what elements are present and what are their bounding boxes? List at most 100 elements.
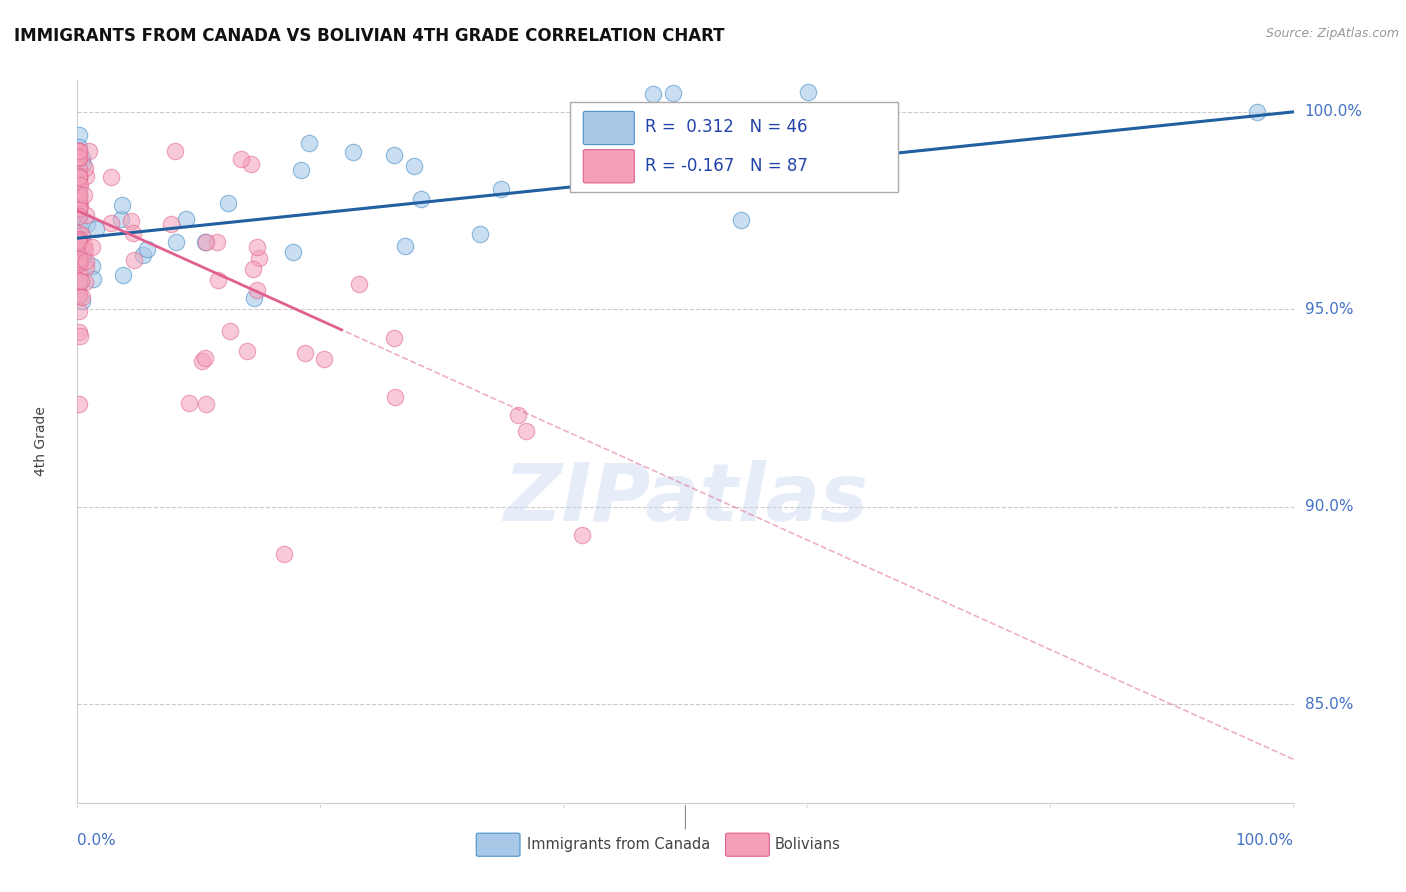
Point: [67, 145, 90, 159]
Point: [515, 425, 537, 439]
Text: 85.0%: 85.0%: [1305, 697, 1353, 712]
Point: [67, 169, 90, 184]
Point: [409, 192, 432, 206]
Point: [207, 273, 229, 287]
Point: [165, 145, 187, 159]
Point: [67, 194, 90, 208]
Point: [489, 182, 512, 196]
Point: [67, 151, 90, 165]
Point: [382, 331, 405, 345]
Point: [72, 294, 94, 309]
Point: [312, 351, 335, 366]
Point: [468, 227, 491, 241]
Point: [298, 136, 321, 150]
Point: [67, 191, 90, 205]
Point: [67, 194, 90, 209]
Text: ZIPatlas: ZIPatlas: [503, 460, 868, 539]
Point: [195, 397, 218, 411]
Text: 100.0%: 100.0%: [1236, 833, 1294, 848]
Point: [67, 286, 90, 301]
Point: [82, 259, 104, 273]
Point: [67, 195, 90, 210]
Point: [75, 243, 97, 257]
Point: [67, 169, 90, 184]
Point: [122, 227, 145, 241]
Point: [394, 238, 416, 252]
Point: [75, 253, 97, 268]
Text: 90.0%: 90.0%: [1305, 500, 1353, 514]
Text: Source: ZipAtlas.com: Source: ZipAtlas.com: [1265, 27, 1399, 40]
Point: [67, 277, 90, 291]
Point: [122, 253, 145, 268]
Point: [67, 150, 90, 164]
Point: [73, 161, 96, 176]
Point: [67, 209, 90, 223]
Point: [67, 233, 90, 247]
Point: [67, 176, 90, 190]
Point: [67, 162, 90, 177]
Point: [67, 397, 90, 411]
Point: [67, 252, 90, 267]
Point: [67, 255, 90, 269]
Point: [195, 235, 218, 249]
Point: [67, 187, 90, 202]
Point: [69, 178, 91, 193]
Point: [273, 547, 295, 561]
FancyBboxPatch shape: [725, 833, 769, 856]
Point: [72, 243, 94, 257]
Point: [67, 186, 90, 201]
Point: [402, 159, 425, 173]
Point: [193, 235, 215, 249]
Text: IMMIGRANTS FROM CANADA VS BOLIVIAN 4TH GRADE CORRELATION CHART: IMMIGRANTS FROM CANADA VS BOLIVIAN 4TH G…: [14, 27, 724, 45]
Point: [67, 304, 90, 318]
Point: [246, 240, 269, 254]
Point: [592, 169, 614, 183]
Point: [84, 222, 107, 236]
Point: [73, 188, 96, 202]
Point: [67, 150, 90, 164]
Point: [100, 216, 122, 230]
Point: [783, 117, 806, 131]
Text: R =  0.312   N = 46: R = 0.312 N = 46: [645, 119, 808, 136]
Point: [72, 249, 94, 263]
Point: [205, 235, 228, 249]
Point: [75, 275, 97, 289]
Point: [347, 277, 370, 291]
Point: [235, 343, 257, 358]
Point: [67, 325, 90, 339]
Point: [75, 169, 97, 183]
Point: [796, 85, 818, 99]
Text: Bolivians: Bolivians: [775, 838, 839, 852]
Point: [77, 145, 100, 159]
Point: [82, 272, 104, 286]
Point: [67, 145, 90, 159]
Point: [643, 87, 665, 102]
Point: [662, 86, 685, 100]
Point: [342, 145, 364, 160]
Text: 95.0%: 95.0%: [1305, 301, 1353, 317]
Point: [67, 218, 90, 232]
Point: [75, 208, 97, 222]
Point: [69, 150, 91, 164]
Point: [506, 408, 529, 422]
Point: [72, 157, 94, 171]
Point: [67, 149, 90, 163]
Point: [67, 289, 90, 303]
Point: [1246, 104, 1268, 119]
Point: [246, 283, 269, 297]
Point: [72, 151, 94, 165]
Point: [179, 396, 201, 410]
Point: [67, 171, 90, 186]
Point: [110, 212, 132, 227]
Point: [69, 198, 91, 212]
Point: [194, 351, 217, 365]
FancyBboxPatch shape: [583, 150, 634, 183]
Point: [100, 170, 122, 185]
Point: [82, 240, 104, 254]
Point: [75, 260, 97, 274]
Point: [229, 153, 252, 167]
Point: [111, 268, 134, 282]
Point: [70, 290, 93, 304]
Point: [69, 274, 91, 288]
Point: [176, 211, 198, 226]
